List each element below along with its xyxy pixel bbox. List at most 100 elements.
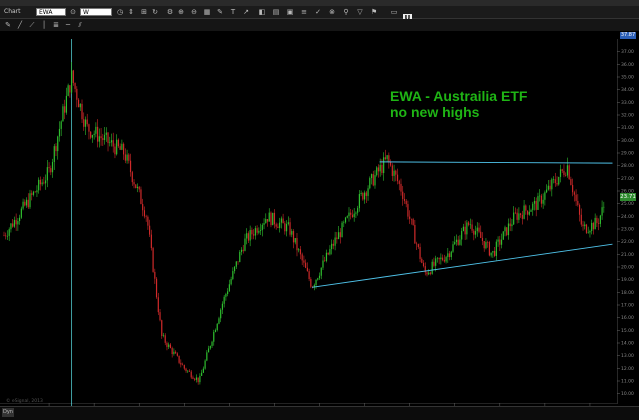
candle-body [298, 249, 300, 251]
y-tick-label: 30.00 [621, 138, 634, 144]
candle-body [282, 218, 284, 224]
grid-icon[interactable]: ▦ [203, 8, 211, 16]
candle-body [523, 205, 525, 219]
candle-body [8, 229, 10, 236]
candle-body [280, 218, 282, 223]
candle-body [32, 191, 35, 195]
candle-body [249, 229, 251, 241]
indicator-icon[interactable]: ✓ [315, 8, 321, 16]
bar-type-icon[interactable]: ⊞ [141, 8, 147, 16]
candle-body [50, 168, 52, 173]
save-icon[interactable]: ▣ [286, 8, 294, 16]
y-tick-label: 34.00 [621, 87, 634, 93]
candle-body [400, 183, 402, 192]
refresh-icon[interactable]: ↻ [152, 8, 158, 16]
candle-body [528, 211, 530, 215]
candle-body [457, 239, 459, 245]
candle-body [239, 251, 241, 263]
link-icon[interactable]: ⊗ [329, 8, 335, 16]
candle-body [121, 143, 123, 150]
candle-body [152, 248, 154, 272]
period-input[interactable]: W [80, 8, 112, 16]
layout-icon[interactable]: ▤ [272, 8, 280, 16]
y-tick-label: 27.00 [621, 176, 634, 182]
y-tick-label: 36.00 [621, 62, 634, 68]
trendline-resistance [379, 161, 613, 164]
arrow-icon[interactable]: ↗ [243, 8, 249, 16]
candle-body [480, 231, 482, 238]
candle-body [6, 235, 9, 237]
dyn-button[interactable]: Dyn [2, 408, 14, 417]
symbol-link-icon[interactable]: ⊙ [70, 8, 76, 16]
candle-body [65, 95, 68, 113]
candle-body [221, 303, 224, 310]
horizontal-line-icon[interactable]: ─ [65, 21, 71, 29]
candle-body [154, 271, 156, 279]
chart-type-icon[interactable]: ≡ [301, 8, 307, 16]
zoom-in-icon[interactable]: ⊕ [178, 8, 184, 16]
candle-body [90, 131, 92, 138]
price-chart[interactable]: 37.00 36.00 35.00 34.00 33.00 32.00 31.00 30.00… [0, 31, 639, 406]
candle-body [587, 232, 589, 234]
candle-body [357, 208, 359, 213]
candle-body [485, 242, 487, 249]
candle-body [374, 175, 376, 186]
u-button[interactable]: U [403, 14, 412, 23]
candle-body [468, 222, 470, 225]
pencil-icon[interactable]: ✎ [5, 21, 11, 29]
text-icon[interactable]: T [230, 8, 236, 16]
y-tick-label: 33.00 [621, 100, 634, 106]
candle-body [202, 368, 204, 373]
draw-icon[interactable]: ✎ [217, 8, 223, 16]
candle-body [455, 239, 458, 243]
annotation-subtitle: no new highs [390, 104, 480, 120]
zoom-out-icon[interactable]: ⊖ [191, 8, 197, 16]
candle-body [53, 146, 55, 163]
candle-body [442, 257, 444, 260]
cursor-icon[interactable]: ⇕ [128, 8, 134, 16]
gear-icon[interactable]: ⚙ [166, 8, 174, 16]
candle-body [577, 200, 579, 205]
ray-icon[interactable]: ⟋ [29, 21, 35, 29]
candle-body [473, 230, 475, 235]
symbol-input[interactable]: EWA [36, 8, 66, 16]
candle-body [558, 176, 560, 185]
channel-icon[interactable]: ⫽ [78, 21, 82, 29]
candle-body [478, 227, 480, 232]
candle-body [502, 231, 504, 240]
candle-body [86, 119, 88, 125]
candle-body [76, 88, 78, 100]
candle-body [183, 365, 185, 369]
candle-body [308, 271, 310, 280]
candle-body [355, 212, 357, 214]
candle-body [181, 364, 184, 366]
candle-body [247, 233, 250, 241]
line-icon[interactable]: ╱ [17, 21, 23, 29]
y-tick-label: 24.00 [621, 214, 634, 220]
candle-body [207, 348, 210, 353]
candle-body [546, 189, 548, 193]
candle-body [471, 224, 473, 231]
flag-icon[interactable]: ⚑ [370, 8, 378, 16]
candle-body [417, 244, 419, 248]
candle-body [142, 204, 144, 211]
vertical-line-icon[interactable]: │ [41, 21, 47, 29]
candle-body [128, 154, 130, 161]
lock-icon[interactable]: ⚲ [343, 8, 349, 16]
candle-body [483, 241, 485, 249]
candle-body [31, 193, 33, 195]
y-tick-label: 13.00 [621, 353, 634, 359]
color-icon[interactable]: ◧ [258, 8, 266, 16]
candle-body [464, 226, 466, 235]
candle-body [310, 279, 312, 287]
clock-icon[interactable]: ◷ [116, 8, 124, 16]
candle-body [173, 351, 175, 354]
candle-body [568, 165, 570, 180]
fibonacci-icon[interactable]: ≣ [53, 21, 59, 29]
candle-body [315, 279, 317, 286]
candle-body [351, 214, 354, 218]
print-icon[interactable]: ▭ [390, 8, 398, 16]
candle-body [509, 223, 511, 227]
candle-body [525, 205, 527, 211]
filter-icon[interactable]: ▽ [357, 8, 363, 16]
